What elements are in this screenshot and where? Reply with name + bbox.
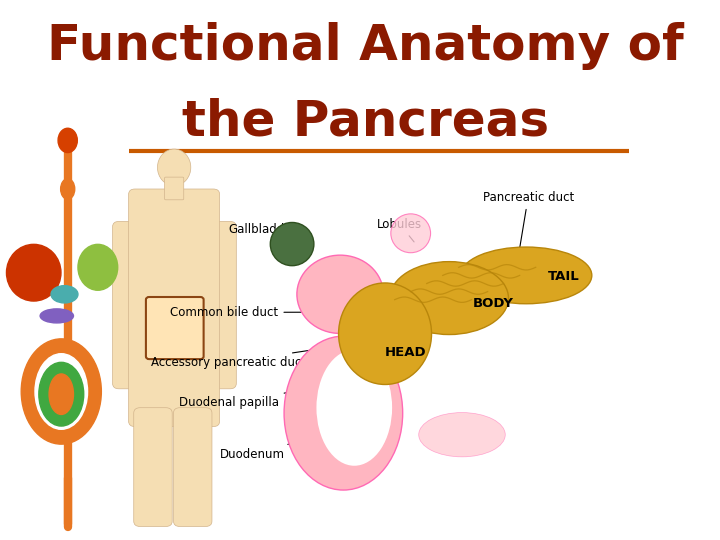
Ellipse shape: [391, 214, 431, 253]
Ellipse shape: [40, 309, 73, 323]
Ellipse shape: [460, 247, 592, 303]
Ellipse shape: [49, 374, 73, 415]
Text: HEAD: HEAD: [384, 346, 426, 359]
Ellipse shape: [390, 261, 508, 334]
FancyBboxPatch shape: [146, 297, 204, 359]
Text: Common bile duct: Common bile duct: [170, 306, 345, 319]
Text: TAIL: TAIL: [547, 270, 579, 283]
Ellipse shape: [39, 362, 84, 426]
FancyBboxPatch shape: [129, 189, 220, 427]
Text: the Pancreas: the Pancreas: [182, 97, 549, 145]
Text: Duodenal papilla: Duodenal papilla: [179, 385, 333, 409]
FancyBboxPatch shape: [204, 221, 236, 389]
Ellipse shape: [270, 222, 314, 266]
Text: Gallbladder: Gallbladder: [228, 223, 298, 243]
Text: Functional Anatomy of: Functional Anatomy of: [48, 22, 684, 70]
Ellipse shape: [51, 286, 78, 303]
FancyBboxPatch shape: [164, 177, 184, 200]
Ellipse shape: [60, 179, 75, 199]
Text: Pancreatic duct: Pancreatic duct: [482, 191, 574, 265]
Ellipse shape: [297, 255, 384, 333]
FancyBboxPatch shape: [134, 408, 172, 526]
Ellipse shape: [78, 244, 117, 291]
Ellipse shape: [158, 149, 191, 186]
Text: Lobules: Lobules: [377, 218, 423, 242]
Ellipse shape: [419, 413, 505, 457]
Text: Accessory pancreatic duct: Accessory pancreatic duct: [151, 345, 345, 369]
Ellipse shape: [21, 339, 102, 444]
Ellipse shape: [338, 283, 431, 384]
Ellipse shape: [284, 336, 402, 490]
Text: BODY: BODY: [472, 297, 513, 310]
Ellipse shape: [317, 350, 392, 465]
FancyBboxPatch shape: [174, 408, 212, 526]
Ellipse shape: [58, 128, 77, 152]
Ellipse shape: [6, 244, 61, 301]
FancyBboxPatch shape: [112, 221, 145, 389]
Ellipse shape: [35, 354, 88, 429]
Text: Duodenum: Duodenum: [220, 435, 320, 461]
